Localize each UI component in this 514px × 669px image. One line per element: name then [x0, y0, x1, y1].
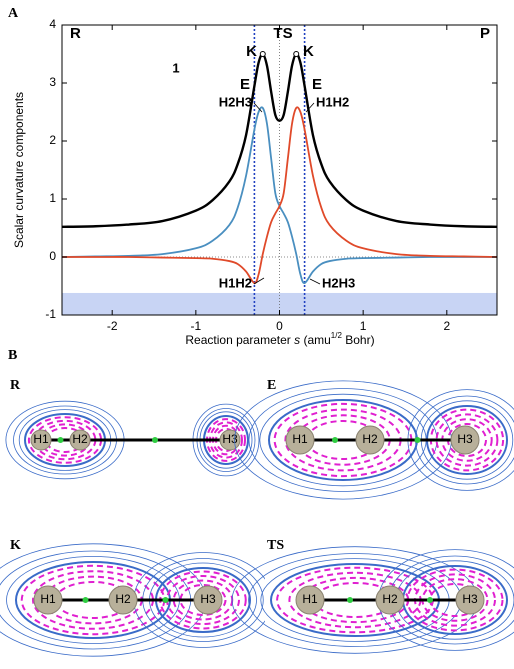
series-line: [61, 52, 498, 229]
atom-label: H2: [115, 592, 131, 606]
atom: [193, 585, 223, 615]
x-label-part: Reaction parameter: [185, 333, 294, 347]
annotation: TS: [273, 25, 292, 42]
diagram-label: R: [10, 378, 21, 393]
bond-point: [82, 597, 89, 603]
atom: [108, 585, 138, 615]
series-line: [61, 106, 498, 285]
diagram-label: K: [10, 538, 21, 553]
atom: [69, 429, 91, 451]
bond-point: [347, 597, 353, 603]
y-tick-label: 0: [49, 249, 56, 263]
atom-label: H2: [362, 432, 378, 446]
atom-label: H1: [33, 432, 49, 446]
panel-label: A: [8, 6, 19, 21]
atom: [33, 585, 63, 615]
y-tick-label: 4: [49, 17, 56, 31]
band: [62, 292, 497, 315]
bond-point: [162, 597, 169, 603]
annotation: E: [312, 76, 322, 93]
x-label-part: Bohr): [342, 333, 375, 347]
diagram: H1 H2 H3 K: [0, 535, 273, 665]
peak-marker: [293, 51, 300, 57]
leader: [253, 277, 265, 285]
diagram: H1 H2 H3 R: [5, 375, 260, 505]
leader: [309, 278, 321, 285]
x-label-part: s: [294, 333, 300, 347]
annotation: E: [240, 76, 250, 93]
diagram: H1 H2 H3 TS: [231, 535, 514, 665]
diagram-label: TS: [267, 538, 284, 553]
diagram: H1 H2 H3 E: [234, 375, 514, 505]
annotation: P: [480, 25, 490, 42]
annotation: R: [70, 25, 81, 42]
x-tick-label: -1: [191, 319, 202, 333]
atom: [450, 425, 480, 455]
x-axis-label: Reaction parameter s (amu1/2 Bohr): [185, 331, 374, 347]
leader: [253, 102, 263, 113]
bond-point: [57, 437, 64, 443]
atom: [285, 425, 315, 455]
bond-point: [427, 597, 433, 603]
contour-neg: [179, 584, 227, 616]
atom-label: H3: [462, 592, 478, 606]
y-tick-label: 2: [49, 133, 56, 147]
bond-point: [152, 437, 158, 443]
panel-label: B: [8, 348, 17, 363]
x-tick-label: 0: [276, 319, 283, 333]
annotation: H2H3: [219, 94, 252, 109]
atom-label: H1: [302, 592, 318, 606]
x-tick-label: 2: [443, 319, 450, 333]
bond-point: [414, 437, 421, 443]
y-axis-label: Scalar curvature components: [12, 92, 26, 248]
y-tick-label: 3: [49, 75, 56, 89]
annotation: K: [303, 43, 314, 60]
atom: [455, 585, 485, 615]
atom-label: H3: [200, 592, 216, 606]
atom: [375, 585, 405, 615]
annotation: K: [246, 43, 257, 60]
atom: [355, 425, 385, 455]
atom: [30, 429, 52, 451]
annotation: H1H2: [219, 275, 252, 290]
bond-point: [332, 437, 338, 443]
diagram-label: E: [267, 378, 276, 393]
atom-label: H2: [382, 592, 398, 606]
atom-label: H2: [72, 432, 88, 446]
atom-label: H1: [292, 432, 308, 446]
x-tick-label: 1: [360, 319, 367, 333]
contour-neg: [435, 413, 499, 467]
atom-label: H1: [40, 592, 56, 606]
x-label-part: (amu: [300, 333, 331, 347]
leader: [305, 102, 315, 113]
x-label-part: 1/2: [331, 331, 343, 340]
y-tick-label: -1: [45, 307, 56, 321]
x-tick-label: -2: [107, 319, 118, 333]
atom: [295, 585, 325, 615]
annotation: 1: [172, 60, 179, 75]
annotation: H1H2: [316, 94, 349, 109]
peak-marker: [259, 51, 266, 57]
atom-label: H3: [222, 432, 238, 446]
atom-label: H3: [457, 432, 473, 446]
annotation: H2H3: [322, 275, 355, 290]
y-tick-label: 1: [49, 191, 56, 205]
